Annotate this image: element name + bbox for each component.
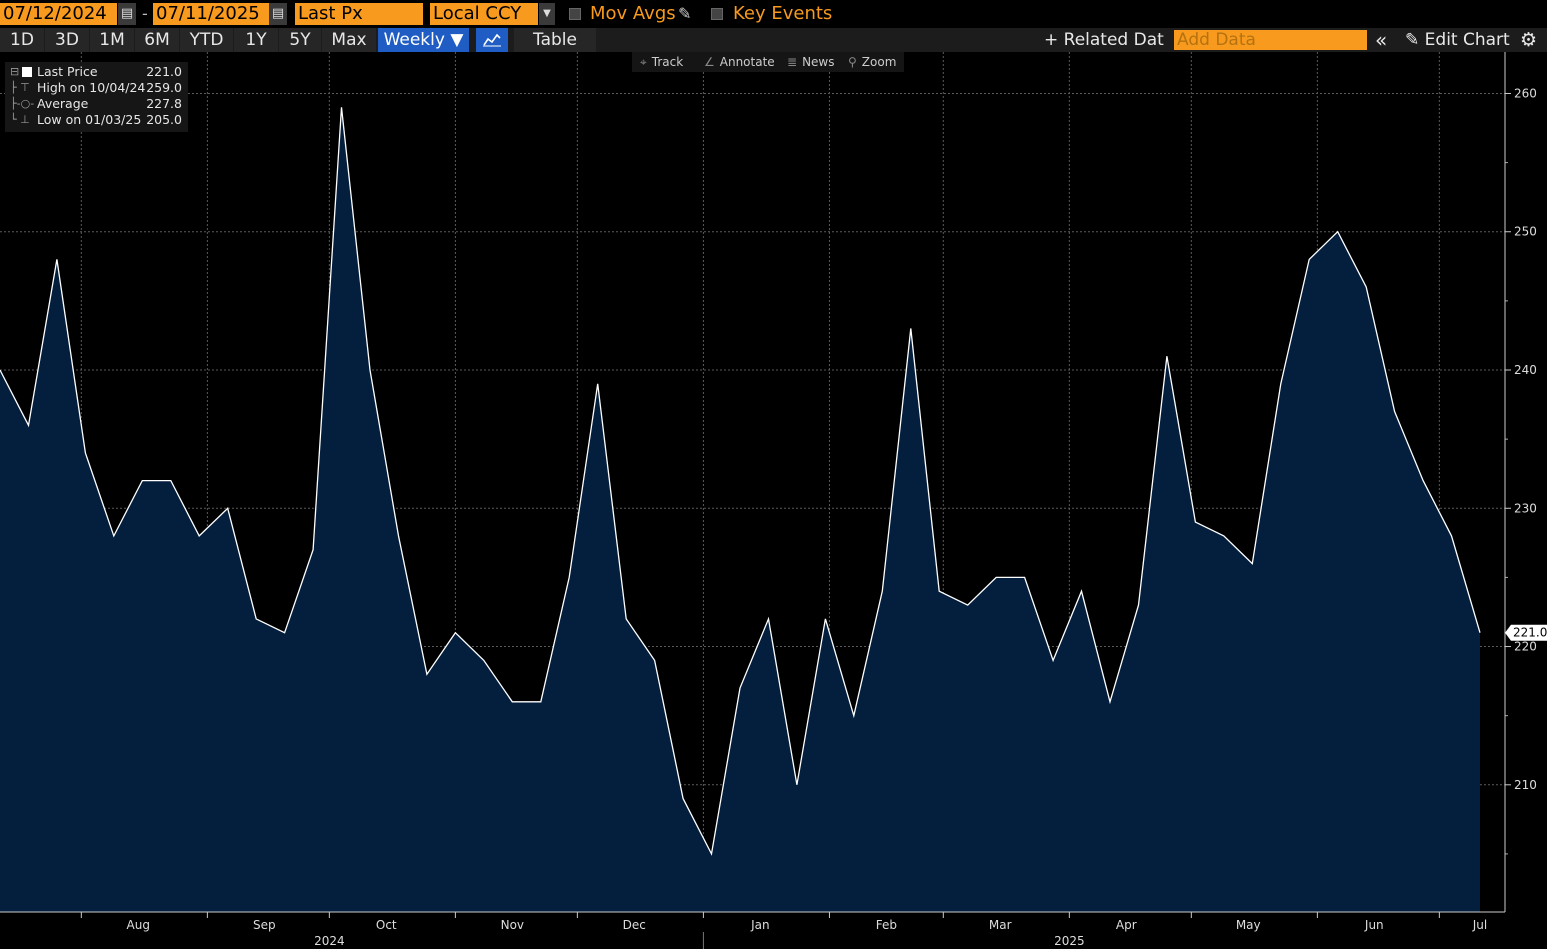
collapse-chevrons-icon[interactable]: « — [1375, 28, 1388, 52]
legend-value: 259.0 — [146, 80, 182, 95]
chart-tools-bar: ⌖ Track ∠ Annotate ≣ News ⚲ Zoom — [632, 52, 904, 72]
period-toolbar: 1D 3D 1M 6M YTD 1Y 5Y Max Weekly ▼ Table… — [0, 28, 1547, 52]
edit-chart-button[interactable]: ✎ Edit Chart — [1405, 28, 1510, 52]
last-value-tag — [1505, 624, 1547, 641]
price-area-fill — [0, 107, 1480, 913]
pencil-icon[interactable]: ✎ — [678, 4, 692, 23]
chart-legend: ⊟ Last Price 221.0 ├ ⊤ High on 10/04/24 … — [5, 62, 188, 132]
period-1d-button[interactable]: 1D — [0, 28, 44, 52]
add-data-input[interactable] — [1174, 30, 1367, 50]
legend-average: ├-○- Average 227.8 — [5, 96, 188, 112]
end-date-field[interactable]: 07/11/2025 — [153, 3, 269, 25]
x-month-label: Nov — [501, 918, 524, 932]
start-calendar-icon[interactable]: ▤ — [118, 3, 136, 25]
x-month-label: May — [1236, 918, 1261, 932]
line-chart-icon[interactable] — [476, 28, 508, 52]
x-month-label: Dec — [623, 918, 646, 932]
related-data-button[interactable]: + Related Dat — [1044, 28, 1164, 52]
x-year-label: 2025 — [1054, 934, 1085, 948]
x-month-label: Apr — [1116, 918, 1137, 932]
zoom-label: Zoom — [861, 55, 897, 69]
legend-value: 221.0 — [146, 64, 182, 79]
y-axis: 210 220 230 240 250 260 221.0 — [1504, 52, 1547, 912]
annotate-label: Annotate — [719, 55, 775, 69]
crosshair-icon: ⌖ — [640, 55, 647, 69]
period-1m-button[interactable]: 1M — [90, 28, 134, 52]
mov-avgs-label[interactable]: Mov Avgs — [590, 3, 676, 24]
legend-label: Last Price — [37, 64, 98, 79]
currency-dropdown-icon[interactable]: ▼ — [539, 3, 555, 25]
frequency-dropdown[interactable]: Weekly ▼ — [378, 28, 469, 52]
period-5y-button[interactable]: 5Y — [279, 28, 321, 52]
tree-line-icon: └ ⊥ — [10, 113, 30, 126]
plus-icon: + — [1044, 30, 1059, 50]
period-1y-button[interactable]: 1Y — [234, 28, 278, 52]
legend-label: Low on 01/03/25 — [37, 112, 142, 127]
period-6m-button[interactable]: 6M — [135, 28, 179, 52]
legend-value: 227.8 — [146, 96, 182, 111]
x-month-label: Jan — [750, 918, 770, 932]
related-data-label: Related Dat — [1063, 30, 1164, 50]
gear-icon[interactable]: ⚙ — [1520, 29, 1538, 51]
period-3d-button[interactable]: 3D — [45, 28, 89, 52]
x-month-label: Sep — [253, 918, 276, 932]
x-month-label: Jun — [1364, 918, 1384, 932]
y-tick-label: 220 — [1514, 640, 1537, 654]
zoom-icon: ⚲ — [848, 55, 857, 69]
x-axis: Aug Sep Oct Nov Dec Jan Feb Mar Apr May Jun Jul 2024… — [0, 911, 1505, 949]
legend-last-price[interactable]: ⊟ Last Price 221.0 — [5, 64, 188, 80]
currency-selector[interactable]: Local CCY — [430, 3, 538, 25]
x-month-label: Oct — [376, 918, 397, 932]
y-tick-label: 230 — [1514, 501, 1537, 515]
top-toolbar: 07/12/2024 ▤ - 07/11/2025 ▤ Last Px Loca… — [0, 0, 1547, 28]
x-month-label: Mar — [989, 918, 1012, 932]
date-separator: - — [142, 4, 148, 23]
end-calendar-icon[interactable]: ▤ — [269, 3, 287, 25]
collapse-icon: ⊟ — [10, 65, 20, 78]
legend-label: Average — [37, 96, 89, 111]
key-events-checkbox[interactable] — [711, 8, 723, 20]
legend-high: ├ ⊤ High on 10/04/24 259.0 — [5, 80, 188, 96]
news-icon: ≣ — [787, 55, 798, 69]
tree-line-icon: ├ ⊤ — [10, 81, 30, 94]
x-month-label: Aug — [127, 918, 150, 932]
average-line-icon: ├-○- — [10, 97, 35, 110]
start-date-field[interactable]: 07/12/2024 — [0, 3, 117, 25]
period-max-button[interactable]: Max — [322, 28, 376, 52]
y-tick-label: 210 — [1514, 778, 1537, 792]
period-ytd-button[interactable]: YTD — [180, 28, 233, 52]
pencil-icon: ✎ — [1405, 30, 1420, 50]
legend-low: └ ⊥ Low on 01/03/25 205.0 — [5, 112, 188, 128]
track-label: Track — [651, 55, 684, 69]
price-area — [0, 107, 1481, 913]
price-line — [0, 107, 1481, 856]
legend-label: High on 10/04/24 — [37, 80, 146, 95]
last-price-swatch — [22, 67, 32, 77]
last-value-label: 221.0 — [1513, 626, 1547, 640]
legend-value: 205.0 — [146, 112, 182, 127]
annotate-icon: ∠ — [704, 55, 715, 69]
news-label: News — [802, 55, 835, 69]
table-button[interactable]: Table — [514, 28, 596, 52]
x-month-label: Jul — [1472, 918, 1487, 932]
x-month-label: Feb — [876, 918, 897, 932]
y-tick-label: 260 — [1514, 86, 1537, 100]
x-year-label: 2024 — [314, 934, 345, 948]
news-tool[interactable]: ≣ News — [787, 52, 835, 72]
edit-chart-label: Edit Chart — [1424, 30, 1510, 50]
track-tool[interactable]: ⌖ Track — [640, 52, 683, 72]
y-tick-label: 240 — [1514, 363, 1537, 377]
price-chart[interactable]: 210 220 230 240 250 260 221.0 Aug Sep Oct Nov Dec J… — [0, 52, 1547, 949]
annotate-tool[interactable]: ∠ Annotate — [704, 52, 775, 72]
y-tick-label: 250 — [1514, 225, 1537, 239]
field-selector[interactable]: Last Px — [295, 3, 423, 25]
mov-avgs-checkbox[interactable] — [569, 8, 581, 20]
zoom-tool[interactable]: ⚲ Zoom — [848, 52, 896, 72]
key-events-label[interactable]: Key Events — [733, 3, 833, 24]
